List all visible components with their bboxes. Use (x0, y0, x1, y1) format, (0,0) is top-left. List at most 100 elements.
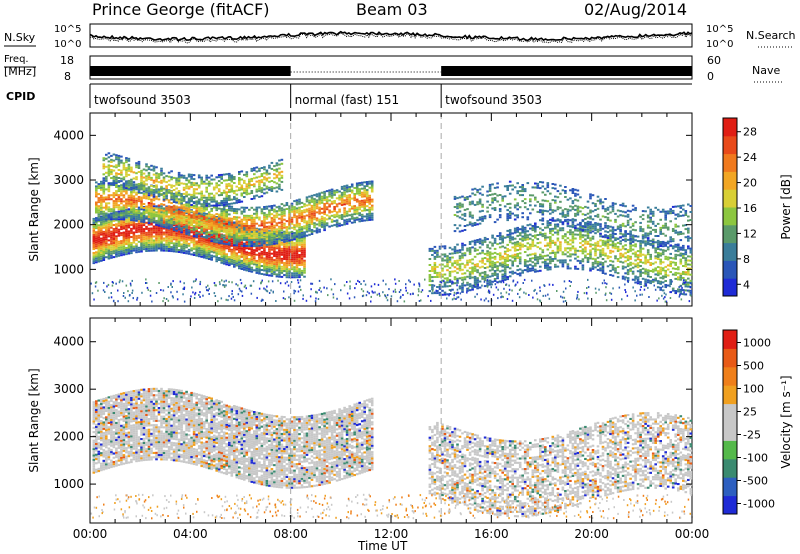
heatmap-cell (105, 230, 108, 233)
heatmap-cell (100, 231, 103, 234)
heatmap-cell (556, 237, 560, 240)
heatmap-cell (541, 235, 545, 238)
heatmap-cell (463, 244, 467, 247)
heatmap-cell (501, 237, 504, 240)
heatmap-cell (258, 238, 261, 241)
heatmap-cell (152, 167, 156, 170)
heatmap-cell (240, 238, 244, 241)
heatmap-cell (556, 229, 560, 232)
heatmap-cell (177, 208, 181, 211)
heatmap-cell (245, 267, 249, 270)
heatmap-cell (120, 173, 123, 176)
heatmap-cell (137, 222, 141, 225)
heatmap-cell (559, 219, 562, 222)
heatmap-cell (210, 234, 213, 236)
heatmap-cell (288, 217, 291, 220)
heatmap-cell (142, 182, 146, 185)
heatmap-cell (501, 241, 504, 244)
heatmap-cell (200, 247, 203, 250)
heatmap-cell (293, 200, 296, 203)
heatmap-cell (240, 210, 244, 213)
heatmap-cell (152, 185, 156, 188)
heatmap-cell (97, 250, 101, 253)
nsky-label: N.Sky (4, 31, 36, 44)
heatmap-cell (508, 255, 512, 258)
heatmap-cell (202, 252, 206, 255)
heatmap-cell (112, 215, 116, 218)
heatmap-cell (268, 213, 271, 216)
heatmap-cell (100, 180, 103, 183)
heatmap-cell (197, 241, 201, 244)
heatmap-cell (102, 210, 106, 213)
heatmap-cell (147, 198, 151, 200)
heatmap-cell (115, 200, 118, 203)
heatmap-cell (127, 157, 131, 160)
heatmap-cell (290, 210, 294, 213)
heatmap-cell (127, 196, 131, 199)
heatmap-cell (298, 258, 301, 260)
heatmap-cell (290, 216, 294, 219)
heatmap-cell (599, 255, 602, 258)
heatmap-cell (496, 261, 499, 264)
heatmap-cell (120, 226, 123, 228)
heatmap-cell (122, 216, 126, 219)
heatmap-cell (448, 274, 452, 277)
heatmap-cell (481, 257, 484, 260)
heatmap-cell (295, 262, 299, 265)
heatmap-cell (102, 181, 106, 184)
heatmap-cell (185, 202, 188, 205)
heatmap-cell (137, 236, 141, 239)
heatmap-cell (313, 210, 316, 213)
heatmap-cell (167, 237, 171, 240)
heatmap-cell (288, 233, 291, 236)
heatmap-cell (185, 191, 188, 194)
heatmap-cell (370, 218, 374, 221)
heatmap-cell (355, 212, 359, 215)
heatmap-cell (478, 240, 482, 243)
heatmap-cell (233, 261, 236, 264)
heatmap-cell (115, 186, 118, 188)
heatmap-cell (147, 212, 151, 215)
heatmap-cell (110, 173, 113, 175)
heatmap-cell (486, 274, 489, 277)
heatmap-cell (117, 177, 121, 179)
heatmap-cell (235, 197, 239, 200)
heatmap-cell (147, 237, 151, 240)
heatmap-cell (365, 197, 369, 200)
heatmap-cell (180, 176, 183, 179)
heatmap-cell (102, 188, 106, 191)
heatmap-cell (275, 242, 279, 245)
heatmap-cell (92, 217, 96, 220)
heatmap-cell (556, 249, 560, 252)
heatmap-cell (523, 232, 527, 235)
heatmap-cell (177, 245, 181, 247)
heatmap-cell (574, 265, 577, 268)
heatmap-cell (125, 161, 128, 164)
heatmap-cell (192, 239, 196, 242)
heatmap-cell (187, 175, 191, 178)
heatmap-cell (345, 194, 349, 197)
heatmap-cell (177, 220, 181, 223)
heatmap-cell (273, 255, 276, 257)
heatmap-cell (566, 225, 570, 228)
heatmap-cell (197, 227, 201, 229)
heatmap-cell (112, 192, 116, 195)
heatmap-cell (498, 280, 502, 283)
heatmap-cell (122, 178, 126, 181)
heatmap-cell (280, 209, 284, 212)
heatmap-cell (250, 245, 254, 247)
heatmap-cell (243, 189, 246, 192)
heatmap-cell (150, 233, 153, 236)
heatmap-cell (210, 238, 213, 241)
heatmap-cell (255, 210, 259, 213)
heatmap-cell (197, 222, 201, 225)
heatmap-cell (95, 195, 98, 198)
heatmap-cell (529, 263, 532, 266)
heatmap-cell (438, 283, 442, 286)
heatmap-cell (503, 274, 507, 277)
heatmap-cell (230, 184, 234, 187)
heatmap-cell (187, 236, 191, 239)
heatmap-cell (207, 223, 211, 226)
heatmap-cell (120, 222, 123, 224)
heatmap-cell (197, 231, 201, 234)
